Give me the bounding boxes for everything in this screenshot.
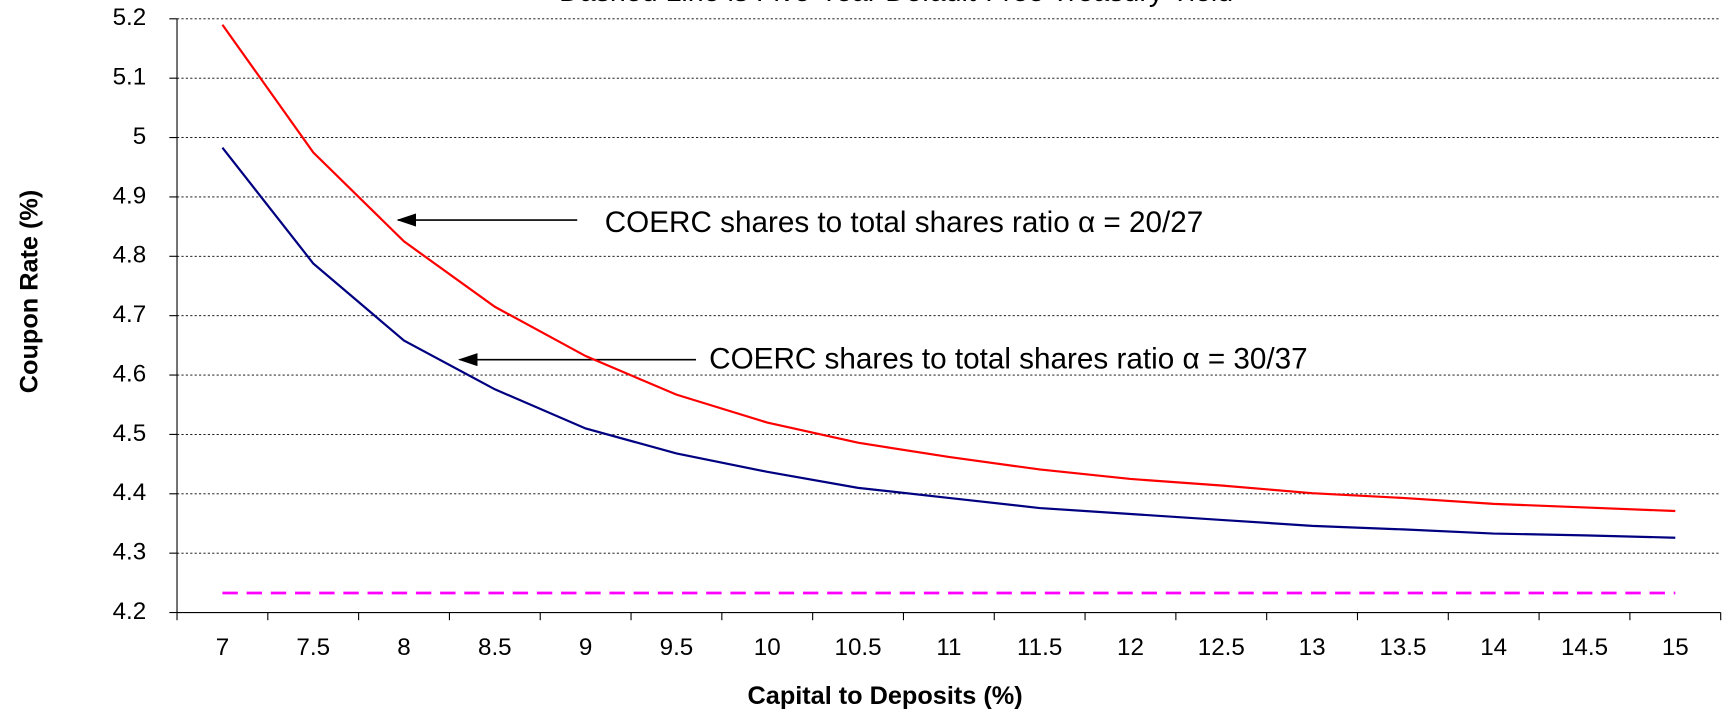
x-tick-label: 14.5	[1561, 634, 1608, 661]
y-tick-label: 4.8	[113, 242, 147, 269]
chart-title: Dashed Line is Five-Year Default-Free Tr…	[559, 0, 1233, 8]
x-tick-label: 12.5	[1198, 634, 1245, 661]
x-tick-label: 7.5	[296, 634, 330, 661]
x-tick-label: 11.5	[1017, 634, 1062, 661]
x-tick-label: 7	[216, 634, 229, 661]
annotation: COERC shares to total shares ratio α = 2…	[605, 206, 1204, 239]
y-tick-label: 4.6	[113, 360, 147, 387]
y-tick-label: 4.7	[113, 301, 147, 328]
y-tick-label: 4.9	[113, 182, 147, 209]
y-tick-label: 4.2	[113, 598, 147, 625]
y-tick-label: 5.1	[113, 64, 147, 91]
x-tick-label: 9	[579, 634, 592, 661]
x-tick-label: 9.5	[660, 634, 694, 661]
y-axis-label: Coupon Rate (%)	[15, 190, 43, 394]
x-tick-label: 10.5	[835, 634, 882, 661]
y-tick-label: 4.3	[113, 539, 147, 566]
x-tick-label: 10	[754, 634, 781, 661]
x-tick-label: 14	[1480, 634, 1507, 661]
x-tick-label: 8.5	[478, 634, 512, 661]
x-tick-label: 13	[1299, 634, 1326, 661]
x-tick-label: 11	[936, 634, 961, 661]
x-tick-label: 13.5	[1379, 634, 1426, 661]
x-tick-label: 15	[1662, 634, 1689, 661]
y-tick-label: 5	[133, 123, 146, 150]
x-tick-label: 12	[1117, 634, 1144, 661]
annotation: COERC shares to total shares ratio α = 3…	[709, 343, 1308, 376]
x-axis-label: Capital to Deposits (%)	[748, 682, 1023, 710]
series-line	[221, 146, 1676, 539]
y-tick-label: 4.5	[113, 420, 147, 447]
y-tick-label: 5.2	[113, 4, 147, 31]
series-line	[221, 24, 1676, 513]
y-tick-label: 4.4	[113, 479, 147, 506]
x-tick-label: 8	[397, 634, 410, 661]
